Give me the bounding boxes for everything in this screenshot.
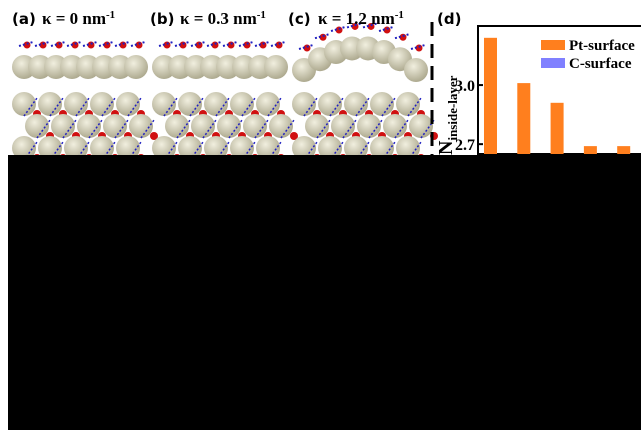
panel-labels: (a)κ = 0 nm-1(b)κ = 0.3 nm-1(c)κ = 1.2 n… bbox=[12, 9, 404, 28]
legend-swatch bbox=[541, 58, 565, 68]
bar bbox=[551, 103, 564, 154]
pt-atom bbox=[152, 92, 176, 116]
pt-atom bbox=[217, 114, 241, 138]
y-tick-label: 3.0 bbox=[455, 78, 475, 95]
kappa-label: κ = 1.2 nm-1 bbox=[318, 9, 404, 28]
kappa-text: κ = 1.2 nm bbox=[318, 9, 395, 28]
pt-atom bbox=[318, 92, 342, 116]
pt-atom bbox=[269, 114, 293, 138]
pt-atom bbox=[129, 114, 153, 138]
pt-atom bbox=[256, 92, 280, 116]
pt-atom bbox=[292, 92, 316, 116]
kappa-label: κ = 0 nm-1 bbox=[42, 9, 115, 28]
legend-label: Pt-surface bbox=[569, 38, 635, 54]
pt-atom bbox=[12, 92, 36, 116]
pt-atom bbox=[25, 114, 49, 138]
panel-label: (a) bbox=[12, 10, 36, 28]
pt-atom bbox=[165, 114, 189, 138]
pt-atom bbox=[204, 92, 228, 116]
bar-chart: (d)Ninside-layer2.73.0Pt-surfaceC-surfac… bbox=[435, 10, 641, 155]
panel-label: (b) bbox=[150, 10, 174, 28]
pt-atom bbox=[178, 92, 202, 116]
bar bbox=[617, 146, 630, 154]
panel-label: (c) bbox=[288, 10, 311, 28]
y-label-main: N bbox=[435, 140, 457, 155]
pt-atom bbox=[90, 92, 114, 116]
kappa-label: κ = 0.3 nm-1 bbox=[180, 9, 266, 28]
kappa-text: κ = 0 nm bbox=[42, 9, 106, 28]
pt-atom bbox=[191, 114, 215, 138]
figure: (a)κ = 0 nm-1(b)κ = 0.3 nm-1(c)κ = 1.2 n… bbox=[0, 0, 641, 430]
bar bbox=[484, 38, 497, 154]
legend-label: C-surface bbox=[569, 56, 632, 72]
pt-atom bbox=[64, 92, 88, 116]
pt-atom bbox=[243, 114, 267, 138]
pt-atom bbox=[409, 114, 433, 138]
pt-atom bbox=[396, 92, 420, 116]
redacted-area bbox=[8, 155, 641, 430]
pt-atom bbox=[305, 114, 329, 138]
panel-label: (d) bbox=[437, 10, 461, 28]
legend-swatch bbox=[541, 40, 565, 50]
pt-atom bbox=[230, 92, 254, 116]
pt-atom bbox=[51, 114, 75, 138]
pt-atom bbox=[264, 55, 288, 79]
bar bbox=[584, 146, 597, 154]
pt-atom bbox=[383, 114, 407, 138]
pt-atom bbox=[124, 55, 148, 79]
pt-atom bbox=[116, 92, 140, 116]
pt-atom bbox=[331, 114, 355, 138]
pt-atom bbox=[370, 92, 394, 116]
pt-atom bbox=[77, 114, 101, 138]
kappa-exponent: -1 bbox=[257, 9, 266, 21]
pt-atom bbox=[344, 92, 368, 116]
bar bbox=[517, 83, 530, 154]
pt-atom bbox=[404, 58, 428, 82]
kappa-text: κ = 0.3 nm bbox=[180, 9, 257, 28]
kappa-exponent: -1 bbox=[106, 9, 115, 21]
y-tick-label: 2.7 bbox=[455, 137, 475, 154]
pt-atom bbox=[38, 92, 62, 116]
kappa-exponent: -1 bbox=[395, 9, 404, 21]
pt-atom bbox=[357, 114, 381, 138]
pt-atom bbox=[103, 114, 127, 138]
